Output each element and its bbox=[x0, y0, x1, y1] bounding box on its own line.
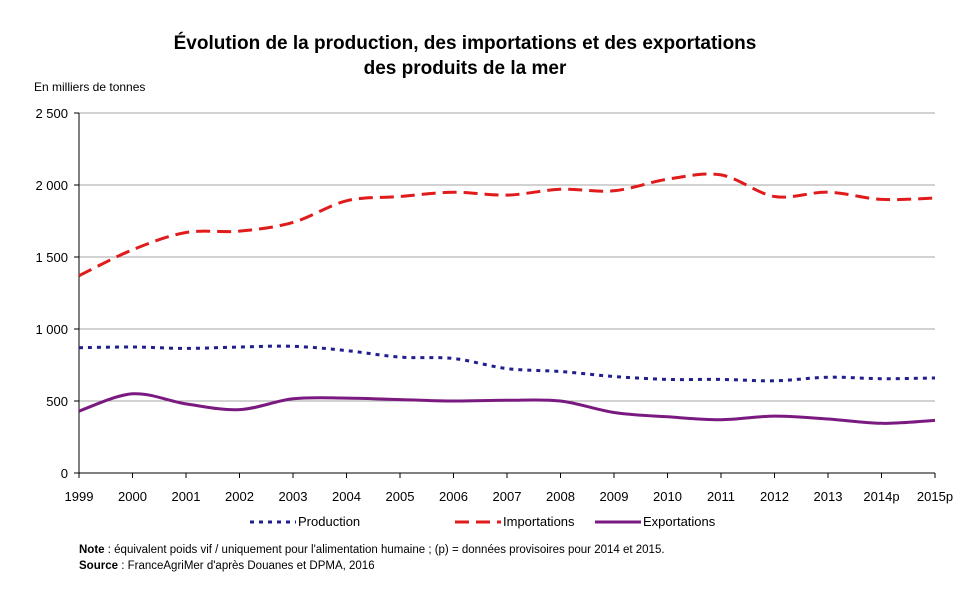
note-line: Note : équivalent poids vif / uniquement… bbox=[79, 542, 665, 558]
series-line-exportations bbox=[78, 392, 936, 425]
x-tick-label: 2012 bbox=[760, 489, 789, 504]
x-tick-label: 2009 bbox=[600, 489, 629, 504]
x-tick-label: 2001 bbox=[172, 489, 201, 504]
y-tick-label: 2 000 bbox=[35, 178, 68, 193]
y-tick-label: 0 bbox=[61, 466, 68, 481]
x-tick-label: 2014p bbox=[863, 489, 899, 504]
legend-swatch bbox=[455, 520, 501, 523]
x-tick-label: 2003 bbox=[279, 489, 308, 504]
notes: Note : équivalent poids vif / uniquement… bbox=[79, 542, 665, 574]
note-text: : équivalent poids vif / uniquement pour… bbox=[104, 544, 665, 556]
y-tick-label: 1 000 bbox=[35, 322, 68, 337]
axes bbox=[74, 112, 936, 478]
x-tick-label: 2010 bbox=[653, 489, 682, 504]
x-tick-label: 2005 bbox=[386, 489, 415, 504]
x-tick-label: 2008 bbox=[546, 489, 575, 504]
y-tick-label: 2 500 bbox=[35, 106, 68, 121]
legend-item-importations: Importations bbox=[455, 514, 575, 529]
legend-swatch bbox=[595, 520, 641, 523]
source-label: Source bbox=[79, 560, 118, 572]
chart-title-line-2: des produits de la mer bbox=[363, 58, 567, 79]
x-tick-label: 2004 bbox=[332, 489, 361, 504]
line-chart: 0 500 1 000 1 500 2 000 2 500 1999 2000 2001 2002… bbox=[35, 106, 953, 504]
series-line-production bbox=[78, 344, 936, 383]
x-tick-label: 2011 bbox=[707, 489, 735, 504]
legend-label: Production bbox=[298, 514, 361, 529]
y-tick-label: 500 bbox=[46, 394, 68, 409]
series-lines bbox=[78, 172, 936, 425]
legend-item-exportations: Exportations bbox=[595, 514, 715, 529]
y-axis-unit-label: En milliers de tonnes bbox=[34, 80, 146, 94]
x-tick-label: 2007 bbox=[493, 489, 522, 504]
source-line: Source : FranceAgriMer d'après Douanes e… bbox=[79, 558, 665, 574]
legend-label: Importations bbox=[503, 514, 575, 529]
note-label: Note bbox=[79, 544, 105, 556]
x-tick-label: 2015p bbox=[917, 489, 953, 504]
x-tick-label: 2002 bbox=[225, 489, 254, 504]
y-tick-label: 1 500 bbox=[35, 250, 68, 265]
series-line-importations bbox=[78, 172, 936, 278]
legend-label: Exportations bbox=[643, 514, 716, 529]
chart-title: Évolution de la production, des importat… bbox=[0, 31, 930, 81]
grid-lines bbox=[79, 112, 935, 402]
x-tick-label: 2006 bbox=[439, 489, 468, 504]
legend-item-production: Production bbox=[250, 514, 360, 529]
x-tick-label: 1999 bbox=[65, 489, 94, 504]
x-tick-label: 2013 bbox=[814, 489, 843, 504]
legend-swatch bbox=[250, 520, 296, 523]
source-text: : FranceAgriMer d'après Douanes et DPMA,… bbox=[118, 560, 375, 572]
chart-title-line-1: Évolution de la production, des importat… bbox=[173, 33, 757, 54]
tick-labels: 0 500 1 000 1 500 2 000 2 500 1999 2000 2001 2002… bbox=[35, 106, 953, 504]
x-tick-label: 2000 bbox=[118, 489, 147, 504]
